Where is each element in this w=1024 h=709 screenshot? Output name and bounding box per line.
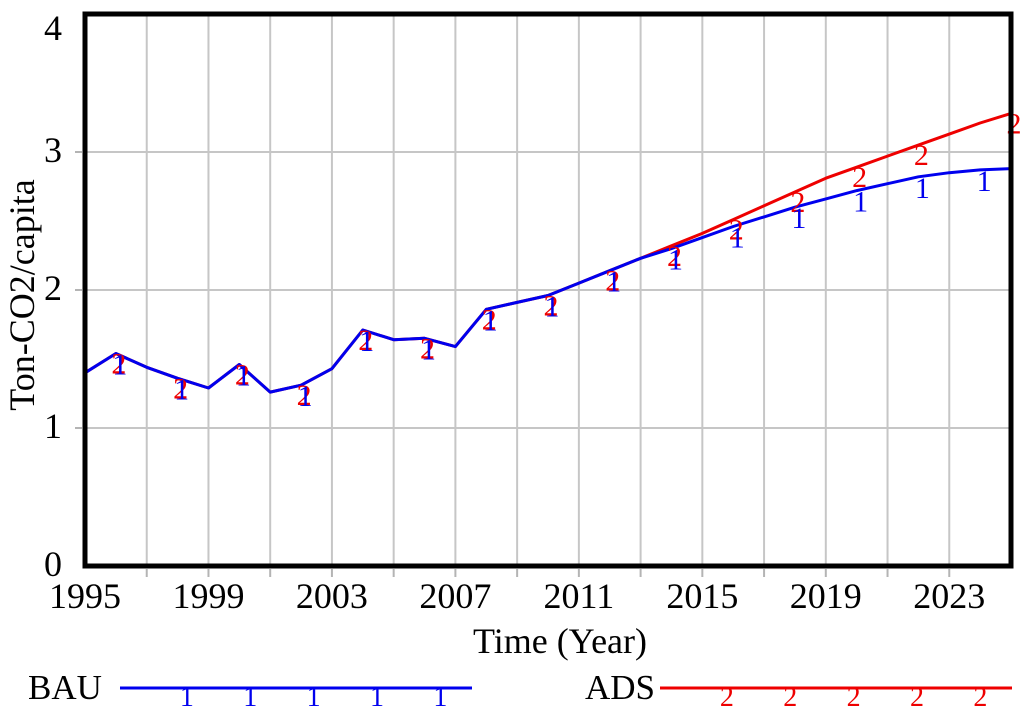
ads-marker: 2 bbox=[729, 214, 744, 247]
bau-marker: 1 bbox=[977, 165, 992, 198]
bau-marker: 1 bbox=[112, 348, 127, 381]
x-axis-title: Time (Year) bbox=[472, 621, 648, 661]
y-tick-label: 4 bbox=[44, 8, 62, 48]
ads-marker: 2 bbox=[297, 379, 312, 412]
bau-marker: 1 bbox=[791, 202, 806, 235]
legend-label-ads: ADS bbox=[585, 668, 656, 707]
ads-marker: 2 bbox=[235, 359, 250, 392]
legend-marker: 1 bbox=[243, 682, 257, 709]
x-tick-label: 2019 bbox=[789, 576, 862, 616]
bau-marker: 1 bbox=[483, 304, 498, 337]
x-tick-label: 2015 bbox=[666, 576, 739, 616]
x-tick-label: 1999 bbox=[172, 576, 245, 616]
legend-marker: 1 bbox=[307, 682, 321, 709]
x-tick-label: 2003 bbox=[295, 576, 368, 616]
bau-marker: 1 bbox=[421, 333, 436, 366]
bau-marker: 1 bbox=[359, 325, 374, 358]
y-tick-label: 3 bbox=[44, 130, 62, 170]
y-tick-label: 0 bbox=[44, 544, 62, 584]
y-tick-label: 1 bbox=[44, 406, 62, 446]
bau-marker: 1 bbox=[853, 186, 868, 219]
bau-marker: 1 bbox=[545, 291, 560, 324]
legend-line-ads: 2 2 2 2 2 bbox=[660, 682, 1012, 709]
ads-line bbox=[84, 111, 1012, 394]
x-tick-label: 2011 bbox=[543, 576, 615, 616]
ads-marker: 2 bbox=[358, 324, 373, 357]
y-axis-title: Ton-CO2/capita bbox=[2, 179, 42, 411]
ads-marker: 2 bbox=[790, 186, 805, 219]
legend-marker: 1 bbox=[433, 682, 447, 709]
bau-marker: 1 bbox=[668, 244, 683, 277]
series-lines bbox=[84, 111, 1012, 394]
legend-marker: 2 bbox=[847, 682, 861, 709]
ads-marker: 2 bbox=[544, 290, 559, 323]
bau-line bbox=[84, 167, 1012, 394]
bau-marker: 1 bbox=[174, 373, 189, 406]
y-tick-label: 2 bbox=[44, 268, 62, 308]
ads-marker: 2 bbox=[420, 332, 435, 365]
ads-marker: 2 bbox=[914, 139, 929, 172]
bau-marker: 1 bbox=[606, 266, 621, 299]
bau-marker: 1 bbox=[730, 222, 745, 255]
legend-marker: 2 bbox=[973, 682, 987, 709]
axis-tick-marks bbox=[75, 151, 951, 577]
ads-marker: 2 bbox=[667, 240, 682, 273]
legend-marker: 1 bbox=[180, 682, 194, 709]
ads-marker: 2 bbox=[605, 265, 620, 298]
ads-marker: 2 bbox=[852, 161, 867, 194]
bau-marker: 1 bbox=[236, 360, 251, 393]
legend-marker: 1 bbox=[370, 682, 384, 709]
x-tick-label: 2007 bbox=[419, 576, 492, 616]
legend-label-bau: BAU bbox=[28, 668, 102, 707]
ads-marker: 2 bbox=[482, 303, 497, 336]
legend-marker: 2 bbox=[720, 682, 734, 709]
x-tick-label: 2023 bbox=[913, 576, 986, 616]
bau-marker: 1 bbox=[298, 380, 313, 413]
legend-marker: 2 bbox=[783, 682, 797, 709]
legend-line-bau: 1 1 1 1 1 bbox=[120, 682, 472, 709]
plot-border bbox=[82, 11, 1014, 569]
legend-marker: 2 bbox=[910, 682, 924, 709]
plot-frame bbox=[82, 11, 1014, 569]
ads-marker: 2 bbox=[173, 372, 188, 405]
x-tick-label: 1995 bbox=[49, 576, 121, 616]
ads-marker: 2 bbox=[111, 347, 126, 380]
bau-marker: 1 bbox=[915, 172, 930, 205]
gridlines bbox=[85, 14, 1011, 566]
